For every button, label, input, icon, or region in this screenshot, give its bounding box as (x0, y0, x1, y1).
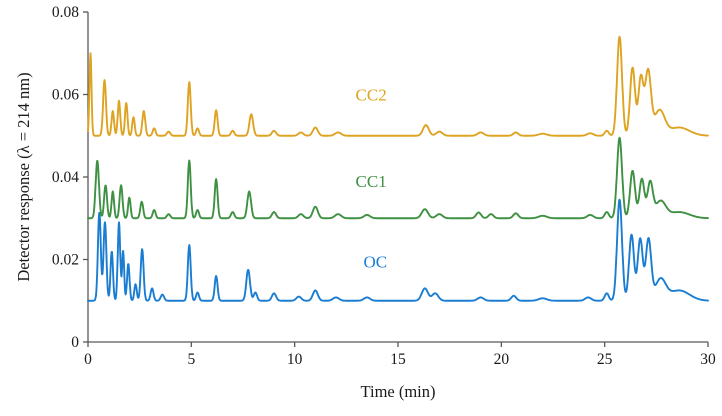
trace-CC2 (87, 35, 709, 137)
y-tick-label: 0.02 (52, 252, 79, 269)
x-tick-label: 20 (494, 351, 510, 368)
x-axis-title: Time (min) (360, 382, 436, 401)
x-tick-label: 0 (84, 351, 92, 368)
y-tick-label: 0.08 (52, 4, 79, 21)
x-tick-label: 25 (597, 351, 613, 368)
y-axis-title: Detector response (λ = 214 nm) (14, 72, 33, 282)
series-label-CC2: CC2 (356, 86, 387, 105)
series-label-CC1: CC1 (356, 172, 387, 191)
y-tick-label: 0.06 (52, 87, 79, 104)
y-tick-label: 0.04 (52, 169, 79, 186)
trace-OC (87, 198, 709, 302)
x-tick-label: 5 (187, 351, 195, 368)
series-label-OC: OC (363, 253, 387, 272)
x-tick-label: 10 (287, 351, 303, 368)
trace-CC1 (87, 136, 709, 220)
y-tick-label: 0 (71, 334, 79, 351)
x-tick-label: 15 (390, 351, 406, 368)
x-tick-label: 30 (700, 351, 716, 368)
